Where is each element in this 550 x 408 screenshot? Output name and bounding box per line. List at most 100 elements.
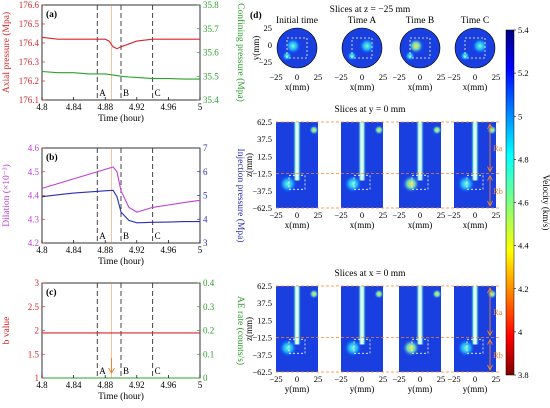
y-tick-label: 37.5 [257, 298, 272, 308]
x-tick-label: −25 [447, 210, 460, 220]
velocity-spot [279, 338, 297, 357]
velocity-spot [285, 38, 301, 54]
x-axis-label: Time (hour) [98, 113, 144, 124]
event-label-C: C [155, 231, 161, 241]
x-tick-label: 0 [473, 210, 477, 220]
borehole-stripe [416, 122, 424, 181]
panel-b: A B C 4.8 4.84 4.88 4.92 4.96 5 Time (hour) 4.2 4.3… [1, 143, 246, 267]
x-tick-label: 4.96 [161, 102, 177, 112]
x-axis-label: Time (hour) [98, 391, 144, 402]
y-tick-label: 4.5 [28, 167, 40, 177]
y-tick-label: −12.5 [252, 333, 272, 343]
y-tick-label: 62.5 [257, 117, 272, 127]
x-tick-label: 4.8 [36, 380, 48, 390]
x-tick-label: 5 [198, 102, 203, 112]
colorbar-tick-label: 4.6 [518, 198, 529, 208]
y-axis-label: z(mm) [244, 153, 254, 177]
colorbar-tick-label: 4 [518, 327, 523, 337]
zone-arrow-ra [487, 122, 493, 173]
panel-c: A B C 4.8 4.84 4.88 4.92 4.96 5 Time (hour) 1 1.5 2 2… [2, 278, 246, 402]
x-tick-label: 0 [295, 210, 299, 220]
velocity-spot [344, 338, 362, 357]
y2-tick-label: 0.3 [203, 302, 215, 312]
x-tick-label: −25 [334, 72, 347, 82]
column-title: Initial time [276, 16, 318, 26]
x-tick-label: 4.92 [129, 102, 145, 112]
x-tick-label: 0 [360, 72, 364, 82]
y-axis-label: z(mm) [244, 317, 254, 341]
x-tick-label: 25 [437, 72, 446, 82]
x-axis-label: y(mm) [463, 384, 488, 394]
y-tick-label: 176.6 [19, 0, 40, 10]
event-label-B: B [123, 231, 129, 241]
x-axis-label: x(mm) [463, 82, 488, 92]
y-tick-label: 12.5 [257, 315, 272, 325]
y-tick-label: −25 [259, 57, 272, 67]
x-tick-label: 0 [360, 374, 364, 384]
x-axis-label: x(mm) [463, 220, 488, 230]
x-tick-label: 4.84 [66, 380, 82, 390]
y-tick-label: 0 [268, 40, 272, 50]
x-tick-label: 4.84 [66, 102, 82, 112]
y-axis-label: Axial pressure (Mpa) [1, 12, 12, 93]
y2-axis-label: AE rate (counts/s) [235, 296, 246, 365]
x-tick-label: 0 [473, 374, 477, 384]
y-tick-label: 176.1 [19, 95, 39, 105]
x-tick-label: 4.88 [97, 380, 113, 390]
velocity-spot [432, 289, 442, 299]
region-box [353, 174, 371, 190]
x-axis-label: Time (hour) [98, 256, 144, 267]
x-tick-label: 25 [437, 374, 446, 384]
column-title: Time B [406, 16, 434, 26]
velocity-spot [279, 174, 297, 193]
y2-tick-label: 35.5 [203, 71, 219, 81]
x-tick-label: 25 [492, 72, 501, 82]
x-tick-label: 0 [418, 210, 422, 220]
panel-label: (c) [46, 287, 57, 298]
y-axis-label: Dilation (×10⁻³) [1, 164, 12, 227]
event-label-A: A [99, 231, 106, 241]
y-tick-label: 4.4 [28, 191, 40, 201]
failure-arrow [108, 358, 115, 374]
y-tick-label: 12.5 [257, 151, 272, 161]
zone-arrow-rb [487, 338, 493, 372]
region-box [409, 37, 431, 59]
y2-tick-label: 0.2 [203, 326, 214, 336]
y2-tick-label: 35.4 [203, 95, 219, 105]
borehole-stripe [358, 286, 366, 345]
x-axis-label: y(mm) [408, 384, 433, 394]
y-tick-label: 4.3 [28, 214, 40, 224]
region-box [466, 174, 484, 190]
region-box [351, 37, 373, 59]
y2-tick-label: 3 [203, 238, 208, 248]
x-tick-label: 25 [437, 210, 446, 220]
series-b-left [41, 166, 201, 213]
velocity-spot [402, 338, 420, 357]
x-axis-label: x(mm) [408, 82, 433, 92]
y2-tick-label: 0 [203, 373, 208, 383]
velocity-spot [487, 125, 497, 135]
y2-tick-label: 35.7 [203, 24, 219, 34]
velocity-spot [359, 38, 375, 54]
y-tick-label: 176.3 [19, 57, 40, 67]
x-tick-label: 5 [198, 380, 203, 390]
column-title: Time A [348, 16, 377, 26]
event-label-B: B [123, 88, 129, 98]
velocity-spot [457, 338, 475, 357]
y2-tick-label: 35.6 [203, 48, 219, 58]
x-tick-label: 25 [379, 210, 388, 220]
x-tick-label: 4.96 [161, 245, 177, 255]
colorbar [505, 29, 515, 376]
borehole-stripe [471, 286, 479, 345]
y-tick-label: 3 [35, 278, 40, 288]
left-panels: A B C 4.8 4.84 4.88 4.92 4.96 5 Time (hour) 176.1 1… [1, 0, 246, 402]
velocity-spot [472, 38, 488, 54]
colorbar-tick-label: 3.8 [518, 370, 529, 380]
x-axis-label: x(mm) [408, 220, 433, 230]
x-tick-label: 0 [418, 374, 422, 384]
y-tick-label: 37.5 [257, 134, 272, 144]
y-tick-label: 4.6 [28, 143, 40, 153]
borehole-stripe [416, 286, 424, 345]
colorbar-tick-label: 5.2 [518, 68, 529, 78]
